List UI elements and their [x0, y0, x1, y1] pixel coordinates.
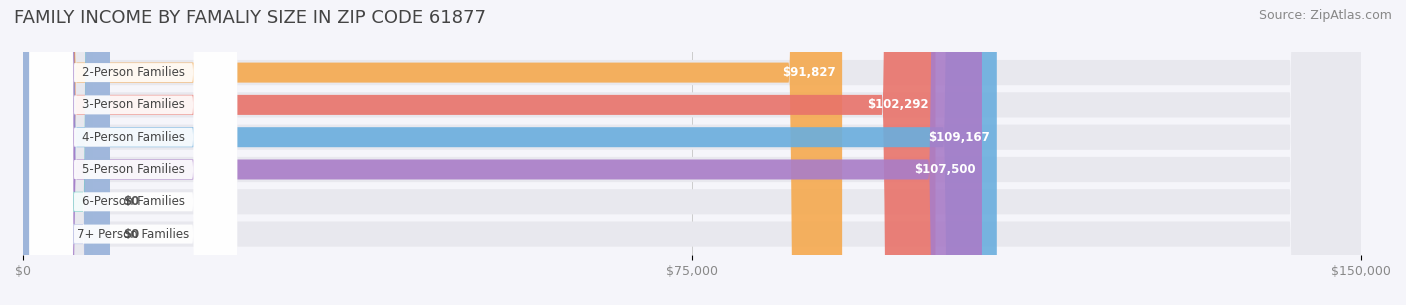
Text: $102,292: $102,292	[868, 99, 929, 111]
Text: 7+ Person Families: 7+ Person Families	[77, 228, 190, 241]
Text: $91,827: $91,827	[782, 66, 835, 79]
Text: 5-Person Families: 5-Person Families	[82, 163, 184, 176]
Text: $109,167: $109,167	[928, 131, 990, 144]
FancyBboxPatch shape	[30, 0, 238, 305]
FancyBboxPatch shape	[22, 0, 997, 305]
Text: 6-Person Families: 6-Person Families	[82, 195, 186, 208]
FancyBboxPatch shape	[30, 0, 238, 305]
FancyBboxPatch shape	[22, 0, 110, 305]
FancyBboxPatch shape	[22, 0, 110, 305]
Text: 4-Person Families: 4-Person Families	[82, 131, 186, 144]
Text: $107,500: $107,500	[914, 163, 976, 176]
FancyBboxPatch shape	[22, 0, 1361, 305]
Text: $0: $0	[124, 195, 139, 208]
Text: 2-Person Families: 2-Person Families	[82, 66, 186, 79]
FancyBboxPatch shape	[22, 0, 1361, 305]
FancyBboxPatch shape	[22, 0, 1361, 305]
FancyBboxPatch shape	[22, 0, 1361, 305]
FancyBboxPatch shape	[22, 0, 981, 305]
FancyBboxPatch shape	[30, 0, 238, 305]
FancyBboxPatch shape	[30, 0, 238, 305]
FancyBboxPatch shape	[22, 0, 935, 305]
Text: Source: ZipAtlas.com: Source: ZipAtlas.com	[1258, 9, 1392, 22]
Text: 3-Person Families: 3-Person Families	[82, 99, 184, 111]
FancyBboxPatch shape	[22, 0, 1361, 305]
FancyBboxPatch shape	[22, 0, 1361, 305]
FancyBboxPatch shape	[22, 0, 842, 305]
Text: $0: $0	[124, 228, 139, 241]
FancyBboxPatch shape	[30, 0, 238, 305]
FancyBboxPatch shape	[30, 0, 238, 305]
Text: FAMILY INCOME BY FAMALIY SIZE IN ZIP CODE 61877: FAMILY INCOME BY FAMALIY SIZE IN ZIP COD…	[14, 9, 486, 27]
